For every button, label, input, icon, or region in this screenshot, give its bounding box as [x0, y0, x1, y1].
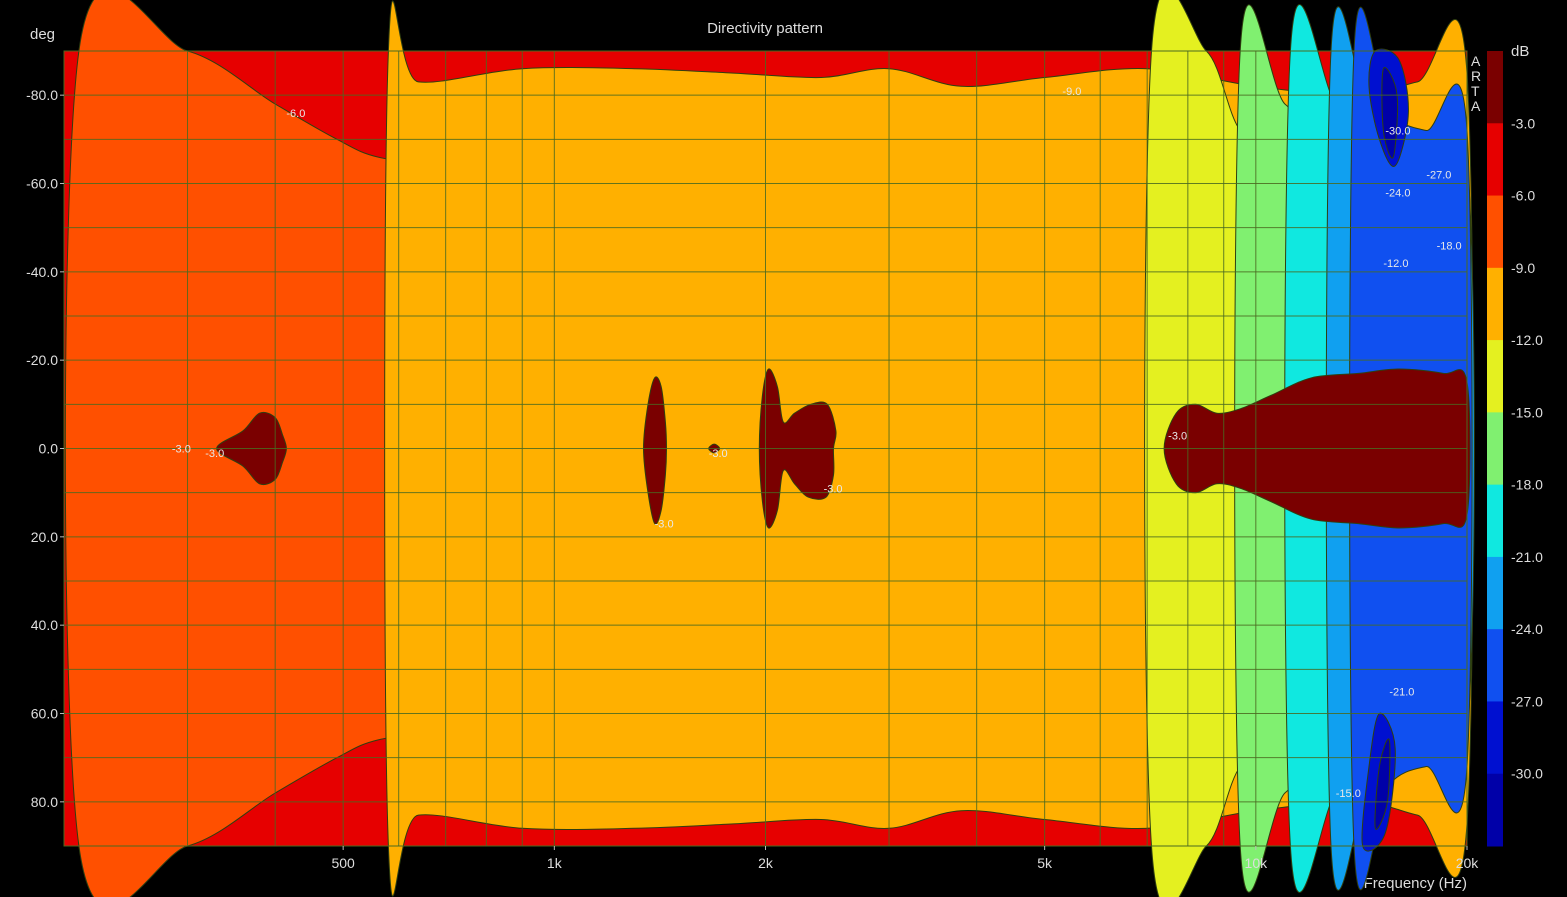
contour-label: -3.0 [172, 444, 191, 456]
colorbar-swatch [1487, 701, 1503, 775]
colorbar-swatch [1487, 484, 1503, 558]
contour-label: -3.0 [205, 448, 224, 460]
contour-label: -3.0 [709, 448, 728, 460]
y-tick-label: -60.0 [26, 176, 58, 192]
x-tick-label: 20k [1456, 855, 1480, 871]
colorbar-label: -27.0 [1511, 693, 1543, 709]
x-tick-label: 2k [758, 855, 774, 871]
colorbar-label: -12.0 [1511, 332, 1543, 348]
y-tick-label: -40.0 [26, 264, 58, 280]
contour-label: -27.0 [1426, 170, 1451, 182]
colorbar-swatch [1487, 340, 1503, 413]
colorbar-swatch [1487, 556, 1503, 630]
y-tick-label: 0.0 [39, 441, 59, 457]
y-tick-label: -80.0 [26, 87, 58, 103]
chart-title: Directivity pattern [707, 20, 823, 37]
colorbar-swatch [1487, 195, 1503, 269]
colorbar-label: -21.0 [1511, 549, 1543, 565]
x-tick-label: 5k [1037, 855, 1053, 871]
contour-label: -6.0 [286, 108, 305, 120]
y-axis-label: deg [30, 26, 55, 43]
y-tick-label: 20.0 [31, 529, 58, 545]
contour-label: -3.0 [655, 519, 674, 531]
colorbar-swatch [1487, 51, 1503, 124]
y-tick-label: -20.0 [26, 352, 58, 368]
colorbar-label: -18.0 [1511, 477, 1543, 493]
contour-label: -12.0 [1383, 258, 1408, 270]
x-tick-label: 1k [547, 855, 563, 871]
contour-label: -21.0 [1389, 686, 1414, 698]
x-tick-label: 10k [1245, 855, 1269, 871]
colorbar-swatch [1487, 267, 1503, 341]
colorbar-label: -9.0 [1511, 260, 1535, 276]
contour-label: -18.0 [1437, 240, 1462, 252]
colorbar-label: -15.0 [1511, 404, 1543, 420]
contour-label: -3.0 [1168, 430, 1187, 442]
colorbar-label: -6.0 [1511, 188, 1535, 204]
colorbar-label: -30.0 [1511, 766, 1543, 782]
contour-label: -30.0 [1385, 126, 1410, 138]
colorbar-swatch [1487, 629, 1503, 702]
y-tick-label: 80.0 [31, 794, 58, 810]
plot-grid [63, 50, 1468, 847]
colorbar-label: -3.0 [1511, 115, 1535, 131]
contour-region-9 [1381, 67, 1399, 159]
contour-label: -3.0 [824, 483, 843, 495]
x-axis-label: Frequency (Hz) [1364, 875, 1467, 892]
y-tick-label: 60.0 [31, 706, 58, 722]
contour-labels: -6.0 -9.0 -3.0 -3.0 -3.0 -3.0 -3.0 -3.0 -30.0 -27… [172, 86, 1462, 800]
colorbar-swatch [1487, 773, 1503, 847]
colorbar-swatch [1487, 123, 1503, 197]
colorbar: -3.0 -6.0 -9.0 -12.0 -15.0 -18.0 -21.0 -24.0 -27… [1487, 51, 1543, 847]
colorbar-label: -24.0 [1511, 621, 1543, 637]
colorbar-unit: dB [1511, 43, 1529, 60]
x-tick-label: 500 [331, 855, 355, 871]
y-ticks: -80.0 -60.0 -40.0 -20.0 0.0 20.0 40.0 60.0 80.0 [26, 87, 64, 810]
y-tick-label: 40.0 [31, 617, 58, 633]
contour-label: -15.0 [1336, 788, 1361, 800]
contour-region-10 [1374, 738, 1391, 830]
contour-label: -9.0 [1062, 86, 1081, 98]
x-ticks: 500 1k 2k 5k 10k 20k [331, 846, 1479, 871]
contour-label: -24.0 [1385, 187, 1410, 199]
colorbar-swatch [1487, 412, 1503, 486]
